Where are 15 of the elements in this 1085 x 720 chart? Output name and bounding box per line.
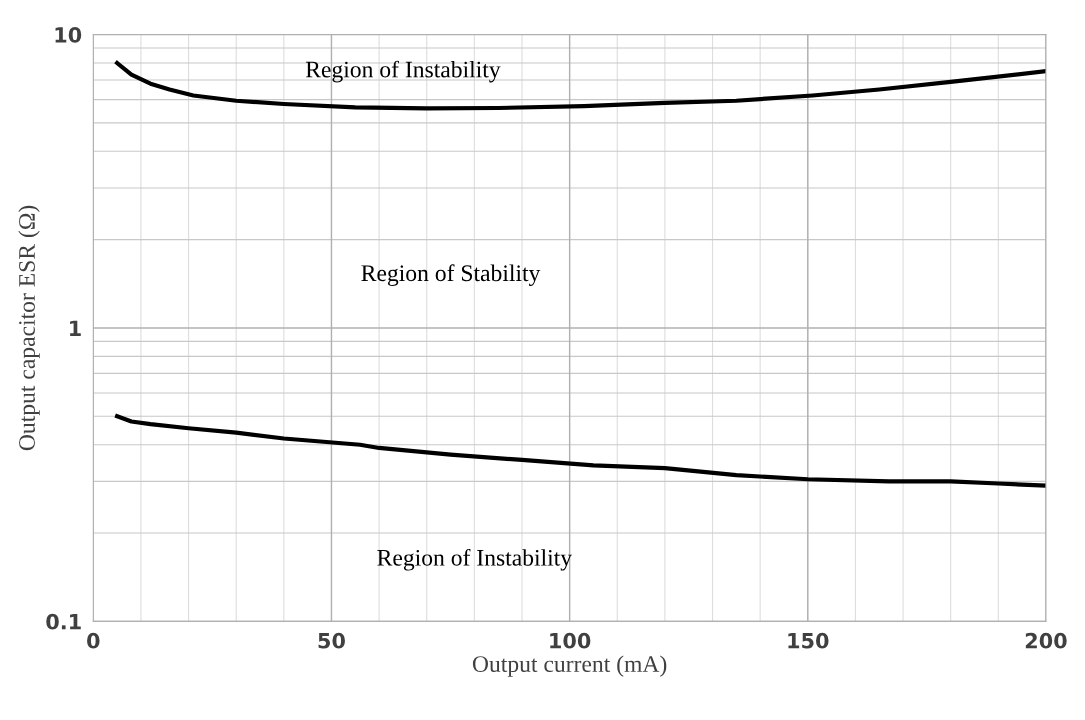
y-tick-label: 0.1: [46, 613, 81, 630]
line-series: [115, 60, 1046, 111]
x-axis-title: Output current (mA): [472, 655, 667, 677]
x-tick-label: 100: [550, 632, 591, 649]
x-tick-label: 150: [788, 632, 829, 649]
annotation: Region of Instability: [305, 60, 501, 83]
y-axis-title: Output capacitor ESR (Ω): [18, 205, 40, 451]
line-series: [115, 414, 1046, 488]
x-tick-label: 50: [318, 632, 345, 649]
x-tick-label: 0: [87, 632, 100, 649]
annotation: Region of Instability: [377, 548, 572, 571]
x-tick-label: 200: [1025, 632, 1067, 649]
annotation: Region of Stability: [361, 264, 541, 287]
y-tick-label: 10: [55, 27, 82, 43]
y-tick-label: 1: [70, 320, 81, 336]
